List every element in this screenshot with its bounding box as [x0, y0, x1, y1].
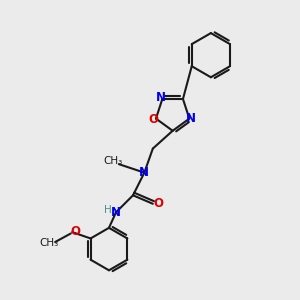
Text: O: O	[153, 197, 163, 210]
Text: CH₃: CH₃	[103, 156, 122, 166]
Text: N: N	[110, 206, 121, 219]
Text: N: N	[156, 92, 166, 104]
Text: O: O	[149, 113, 159, 126]
Text: CH₃: CH₃	[39, 238, 58, 248]
Text: N: N	[139, 166, 149, 179]
Text: O: O	[70, 225, 81, 238]
Text: N: N	[186, 112, 196, 125]
Text: H: H	[104, 205, 112, 215]
